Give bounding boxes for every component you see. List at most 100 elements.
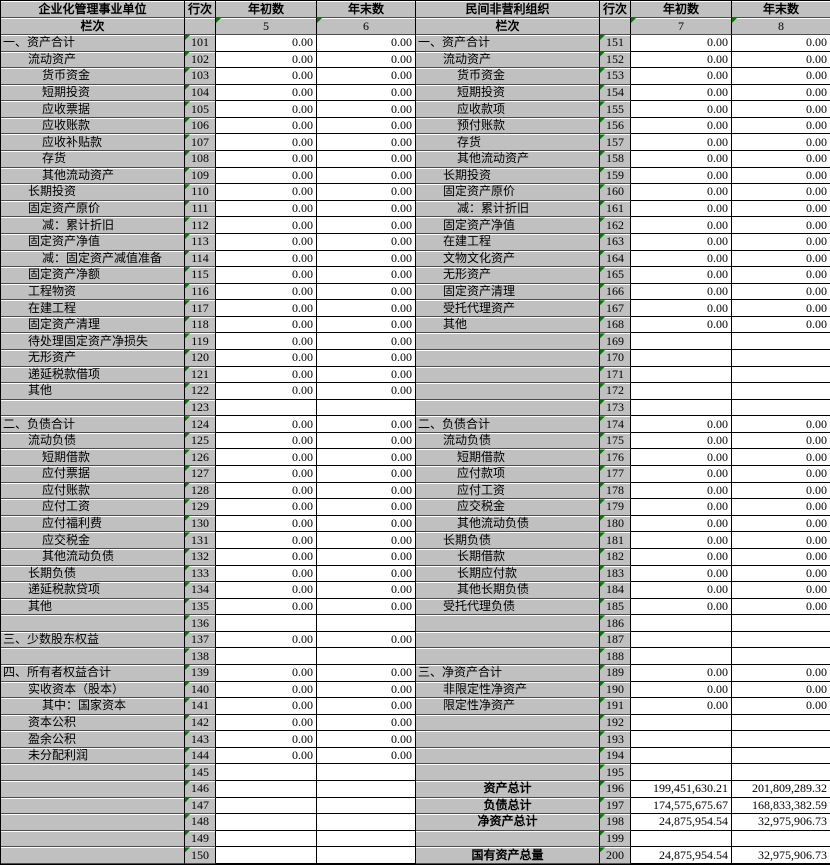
end-of-year-value-cell[interactable]: 0.00 <box>732 134 830 152</box>
end-of-year-value-cell[interactable]: 0.00 <box>317 300 416 317</box>
end-of-year-value-cell[interactable]: 0.00 <box>732 416 830 433</box>
begin-of-year-value-cell[interactable]: 0.00 <box>631 51 732 69</box>
begin-of-year-value-cell[interactable]: 0.00 <box>631 267 732 284</box>
begin-of-year-value-cell[interactable] <box>631 747 732 765</box>
begin-of-year-value-cell[interactable]: 0.00 <box>631 167 732 185</box>
end-of-year-value-cell[interactable]: 0.00 <box>317 250 416 268</box>
end-of-year-value-cell[interactable]: 0.00 <box>317 664 416 682</box>
begin-of-year-value-cell[interactable]: 0.00 <box>631 217 732 234</box>
end-of-year-value-cell[interactable]: 168,833,382.59 <box>732 797 830 815</box>
begin-of-year-value-cell[interactable]: 0.00 <box>216 250 317 268</box>
end-of-year-value-cell[interactable] <box>317 847 416 864</box>
begin-of-year-value-cell[interactable] <box>216 781 317 798</box>
begin-of-year-value-cell[interactable]: 0.00 <box>631 449 732 467</box>
end-of-year-value-cell[interactable]: 0.00 <box>732 84 830 102</box>
begin-of-year-value-cell[interactable]: 0.00 <box>216 515 317 533</box>
begin-of-year-value-cell[interactable]: 0.00 <box>631 532 732 549</box>
begin-of-year-value-cell[interactable]: 0.00 <box>216 101 317 118</box>
end-of-year-value-cell[interactable]: 0.00 <box>317 51 416 69</box>
begin-of-year-value-cell[interactable]: 0.00 <box>631 84 732 102</box>
end-of-year-value-cell[interactable]: 0.00 <box>317 283 416 301</box>
end-of-year-value-cell[interactable]: 0.00 <box>317 101 416 118</box>
end-of-year-value-cell[interactable]: 0.00 <box>317 200 416 218</box>
begin-of-year-value-cell[interactable]: 0.00 <box>631 250 732 268</box>
end-of-year-value-cell[interactable]: 0.00 <box>317 482 416 500</box>
end-of-year-value-cell[interactable]: 0.00 <box>732 51 830 69</box>
begin-of-year-value-cell[interactable]: 0.00 <box>216 432 317 450</box>
begin-of-year-value-cell[interactable]: 0.00 <box>216 664 317 682</box>
begin-of-year-value-cell[interactable]: 0.00 <box>216 499 317 516</box>
begin-of-year-value-cell[interactable] <box>631 731 732 748</box>
begin-of-year-value-cell[interactable] <box>631 714 732 732</box>
end-of-year-value-cell[interactable]: 0.00 <box>732 449 830 467</box>
end-of-year-value-cell[interactable]: 0.00 <box>732 250 830 268</box>
end-of-year-value-cell[interactable]: 0.00 <box>732 664 830 682</box>
end-of-year-value-cell[interactable]: 0.00 <box>732 151 830 168</box>
end-of-year-value-cell[interactable]: 0.00 <box>317 466 416 483</box>
end-of-year-value-cell[interactable]: 0.00 <box>317 184 416 201</box>
begin-of-year-value-cell[interactable]: 0.00 <box>216 300 317 317</box>
begin-of-year-value-cell[interactable]: 0.00 <box>216 35 317 52</box>
end-of-year-value-cell[interactable]: 0.00 <box>317 333 416 350</box>
end-of-year-value-cell[interactable]: 0.00 <box>732 184 830 201</box>
end-of-year-value-cell[interactable] <box>317 615 416 632</box>
end-of-year-value-cell[interactable] <box>317 797 416 815</box>
begin-of-year-value-cell[interactable]: 0.00 <box>631 316 732 334</box>
begin-of-year-value-cell[interactable]: 0.00 <box>631 68 732 85</box>
end-of-year-value-cell[interactable]: 0.00 <box>317 151 416 168</box>
end-of-year-value-cell[interactable] <box>317 814 416 831</box>
end-of-year-value-cell[interactable]: 0.00 <box>732 68 830 85</box>
begin-of-year-value-cell[interactable] <box>631 830 732 848</box>
end-of-year-value-cell[interactable]: 0.00 <box>317 582 416 599</box>
begin-of-year-value-cell[interactable] <box>631 631 732 649</box>
begin-of-year-value-cell[interactable] <box>216 648 317 665</box>
begin-of-year-value-cell[interactable] <box>631 399 732 417</box>
begin-of-year-value-cell[interactable]: 0.00 <box>216 217 317 234</box>
begin-of-year-value-cell[interactable]: 0.00 <box>631 664 732 682</box>
end-of-year-value-cell[interactable]: 0.00 <box>317 532 416 549</box>
end-of-year-value-cell[interactable]: 0.00 <box>732 482 830 500</box>
begin-of-year-value-cell[interactable]: 199,451,630.21 <box>631 781 732 798</box>
begin-of-year-value-cell[interactable]: 0.00 <box>216 349 317 367</box>
end-of-year-value-cell[interactable]: 0.00 <box>732 582 830 599</box>
begin-of-year-value-cell[interactable]: 0.00 <box>216 366 317 384</box>
begin-of-year-value-cell[interactable]: 24,875,954.54 <box>631 847 732 864</box>
begin-of-year-value-cell[interactable]: 0.00 <box>216 267 317 284</box>
begin-of-year-value-cell[interactable]: 0.00 <box>216 532 317 549</box>
end-of-year-value-cell[interactable] <box>317 648 416 665</box>
end-of-year-value-cell[interactable]: 0.00 <box>317 68 416 85</box>
begin-of-year-value-cell[interactable]: 24,875,954.54 <box>631 814 732 831</box>
end-of-year-value-cell[interactable] <box>732 747 830 765</box>
end-of-year-value-cell[interactable]: 0.00 <box>732 167 830 185</box>
end-of-year-value-cell[interactable]: 0.00 <box>317 233 416 251</box>
begin-of-year-value-cell[interactable]: 0.00 <box>216 582 317 599</box>
begin-of-year-value-cell[interactable]: 0.00 <box>216 283 317 301</box>
end-of-year-value-cell[interactable]: 0.00 <box>732 515 830 533</box>
end-of-year-value-cell[interactable]: 0.00 <box>732 548 830 566</box>
begin-of-year-value-cell[interactable] <box>631 333 732 350</box>
end-of-year-value-cell[interactable]: 0.00 <box>317 267 416 284</box>
begin-of-year-value-cell[interactable] <box>216 847 317 864</box>
begin-of-year-value-cell[interactable]: 0.00 <box>631 565 732 583</box>
begin-of-year-value-cell[interactable]: 0.00 <box>216 714 317 732</box>
begin-of-year-value-cell[interactable]: 0.00 <box>216 151 317 168</box>
end-of-year-value-cell[interactable]: 0.00 <box>732 117 830 135</box>
end-of-year-value-cell[interactable]: 0.00 <box>732 565 830 583</box>
end-of-year-value-cell[interactable]: 0.00 <box>317 117 416 135</box>
begin-of-year-value-cell[interactable]: 0.00 <box>216 747 317 765</box>
begin-of-year-value-cell[interactable]: 0.00 <box>216 383 317 400</box>
end-of-year-value-cell[interactable] <box>732 615 830 632</box>
end-of-year-value-cell[interactable]: 0.00 <box>732 101 830 118</box>
begin-of-year-value-cell[interactable]: 0.00 <box>216 134 317 152</box>
begin-of-year-value-cell[interactable]: 0.00 <box>216 631 317 649</box>
end-of-year-value-cell[interactable]: 0.00 <box>317 366 416 384</box>
begin-of-year-value-cell[interactable] <box>216 764 317 782</box>
end-of-year-value-cell[interactable]: 0.00 <box>317 598 416 616</box>
end-of-year-value-cell[interactable] <box>317 781 416 798</box>
begin-of-year-value-cell[interactable]: 0.00 <box>631 416 732 433</box>
begin-of-year-value-cell[interactable]: 0.00 <box>216 51 317 69</box>
end-of-year-value-cell[interactable] <box>732 648 830 665</box>
end-of-year-value-cell[interactable]: 0.00 <box>317 35 416 52</box>
end-of-year-value-cell[interactable] <box>732 764 830 782</box>
end-of-year-value-cell[interactable]: 0.00 <box>732 532 830 549</box>
